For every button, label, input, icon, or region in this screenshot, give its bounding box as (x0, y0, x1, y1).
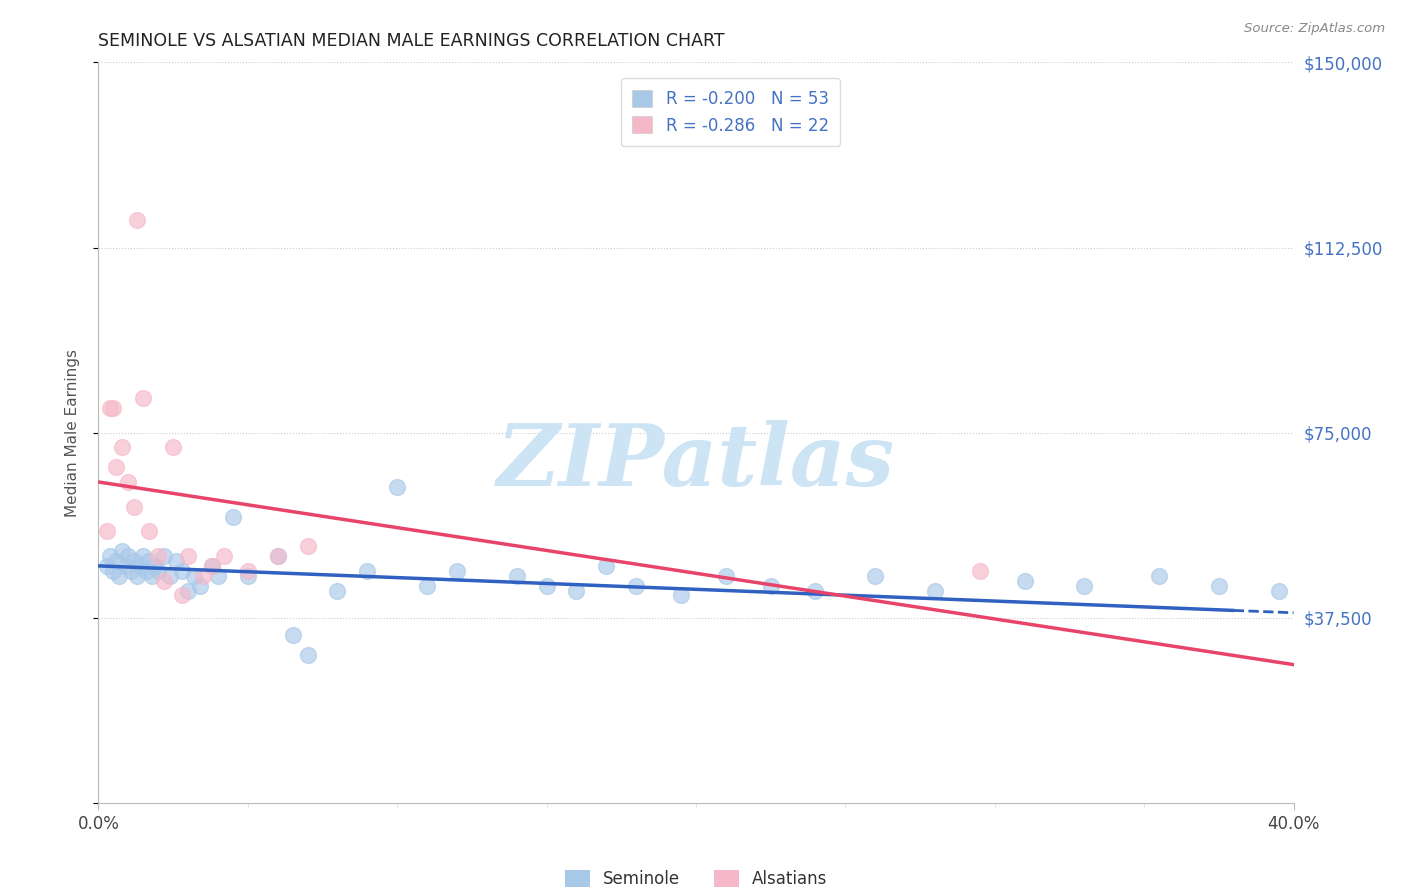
Point (669, 589, 692, 603)
Point (1208, 579, 1230, 593)
Point (124, 500, 146, 514)
Point (148, 549, 170, 563)
Point (120, 564, 142, 578)
Point (201, 558, 224, 573)
Point (385, 480, 409, 494)
Point (297, 539, 319, 553)
Point (416, 579, 439, 593)
Point (117, 475, 139, 489)
Point (153, 549, 176, 563)
Point (111, 441, 134, 455)
Point (1073, 579, 1095, 593)
Point (236, 568, 259, 582)
Point (138, 524, 160, 539)
Point (96, 558, 118, 573)
Point (117, 549, 139, 563)
Point (506, 568, 529, 582)
Point (924, 583, 946, 598)
Point (162, 441, 184, 455)
Point (207, 568, 229, 582)
Point (626, 579, 648, 593)
Text: ZIPatlas: ZIPatlas (496, 420, 896, 504)
Point (105, 460, 128, 475)
Point (124, 554, 146, 568)
Point (172, 589, 194, 603)
Point (132, 549, 155, 563)
Point (281, 628, 304, 642)
Point (212, 549, 235, 563)
Point (172, 564, 194, 578)
Legend: Seminole, Alsatians: Seminole, Alsatians (558, 863, 834, 892)
Point (103, 401, 125, 415)
Point (1014, 574, 1036, 588)
Point (141, 568, 163, 582)
Point (236, 564, 259, 578)
Point (143, 558, 166, 573)
Point (98, 549, 122, 563)
Point (177, 549, 200, 563)
Point (183, 568, 205, 582)
Point (165, 554, 187, 568)
Point (132, 391, 155, 405)
Point (111, 544, 134, 558)
Point (297, 648, 319, 662)
Point (804, 583, 827, 598)
Point (267, 549, 290, 563)
Point (98, 401, 122, 415)
Point (159, 568, 181, 582)
Point (114, 558, 136, 573)
Point (865, 568, 887, 582)
Point (138, 554, 160, 568)
Text: SEMINOLE VS ALSATIAN MEDIAN MALE EARNINGS CORRELATION CHART: SEMINOLE VS ALSATIAN MEDIAN MALE EARNING… (98, 32, 725, 50)
Text: Source: ZipAtlas.com: Source: ZipAtlas.com (1244, 22, 1385, 36)
Point (127, 213, 149, 227)
Point (1147, 568, 1170, 582)
Point (135, 564, 157, 578)
Point (1267, 583, 1289, 598)
Point (356, 564, 378, 578)
Point (148, 564, 170, 578)
Point (759, 579, 782, 593)
Point (595, 558, 617, 573)
Point (326, 583, 349, 598)
Point (267, 549, 290, 563)
Point (129, 558, 152, 573)
Point (222, 509, 245, 524)
Point (108, 568, 131, 582)
Point (536, 579, 558, 593)
Point (969, 564, 991, 578)
Point (177, 583, 200, 598)
Point (191, 568, 214, 582)
Point (105, 554, 128, 568)
Point (565, 583, 588, 598)
Point (714, 568, 737, 582)
Point (446, 564, 468, 578)
Point (153, 574, 176, 588)
Point (127, 568, 149, 582)
Y-axis label: Median Male Earnings: Median Male Earnings (65, 349, 80, 516)
Point (201, 558, 224, 573)
Point (103, 564, 125, 578)
Point (188, 579, 211, 593)
Point (96, 524, 118, 539)
